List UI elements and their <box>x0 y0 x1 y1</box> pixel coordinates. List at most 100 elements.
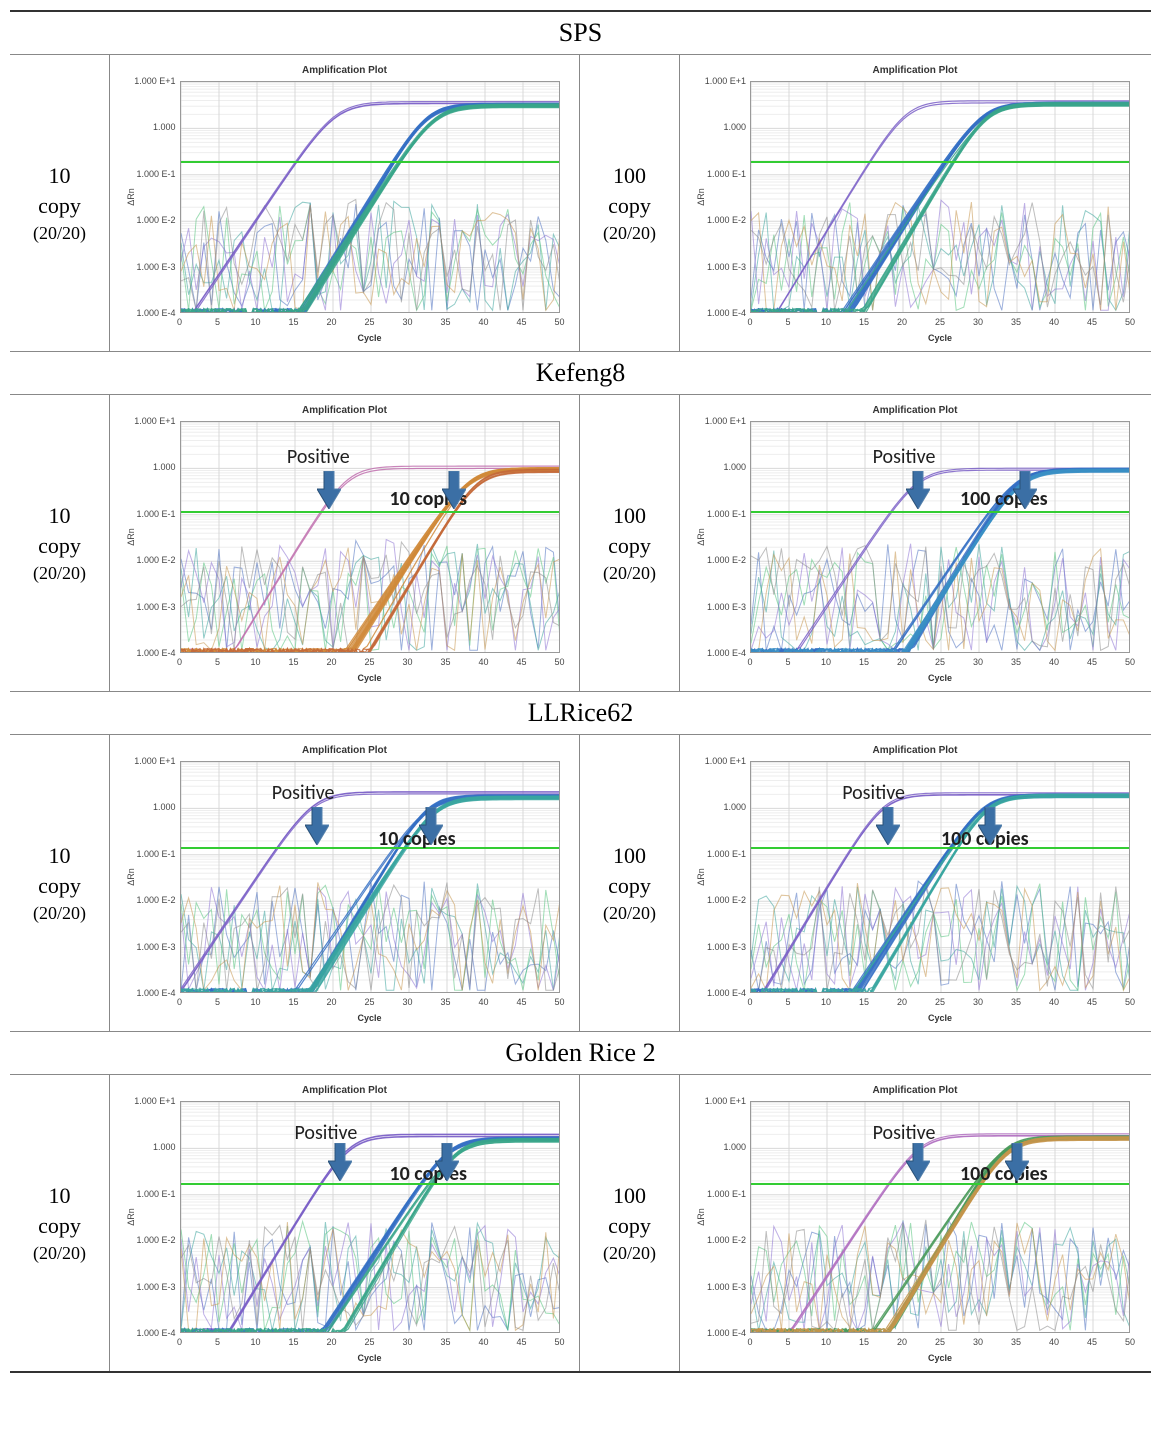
copy-count: 100 <box>613 161 646 191</box>
x-axis: 05101520253035404550Cycle <box>180 315 560 343</box>
x-tick: 20 <box>326 997 336 1007</box>
y-tick: 1.000 E-3 <box>136 262 175 272</box>
y-tick: 1.000 E-2 <box>136 215 175 225</box>
x-axis-label: Cycle <box>180 1013 560 1023</box>
down-arrow-icon <box>978 807 1002 845</box>
x-tick: 40 <box>1049 657 1059 667</box>
plot-title: Amplification Plot <box>120 405 570 416</box>
x-tick: 45 <box>1087 1337 1097 1347</box>
x-tick: 20 <box>897 997 907 1007</box>
x-tick: 35 <box>1011 657 1021 667</box>
panel-label: 100copy(20/20) <box>580 395 680 691</box>
y-tick: 1.000 E-3 <box>136 1282 175 1292</box>
x-tick: 10 <box>821 317 831 327</box>
amplification-plot: Amplification Plot1.000 E-41.000 E-31.00… <box>120 1083 570 1363</box>
amplification-plot: Amplification Plot1.000 E-41.000 E-31.00… <box>120 403 570 683</box>
down-arrow-icon <box>442 471 466 509</box>
plot-cell: Amplification Plot1.000 E-41.000 E-31.00… <box>680 395 1150 691</box>
x-tick: 45 <box>1087 657 1097 667</box>
x-tick: 5 <box>785 657 790 667</box>
down-arrow-icon <box>1005 1143 1029 1181</box>
section-title: Golden Rice 2 <box>10 1032 1151 1075</box>
x-axis-label: Cycle <box>750 673 1130 683</box>
y-axis-label: ΔRn <box>125 528 135 546</box>
x-tick: 45 <box>1087 997 1097 1007</box>
copy-count: 100 <box>613 1181 646 1211</box>
copy-word: copy <box>608 531 651 561</box>
x-tick: 30 <box>973 997 983 1007</box>
down-arrow-icon <box>317 471 341 509</box>
y-tick: 1.000 E-1 <box>707 509 746 519</box>
y-tick: 1.000 E-3 <box>707 942 746 952</box>
x-axis: 05101520253035404550Cycle <box>180 1335 560 1363</box>
y-axis: 1.000 E-41.000 E-31.000 E-21.000 E-11.00… <box>120 81 178 313</box>
x-tick: 40 <box>478 657 488 667</box>
x-tick: 5 <box>215 317 220 327</box>
y-tick: 1.000 E-4 <box>136 988 175 998</box>
y-axis-label: ΔRn <box>696 868 706 886</box>
plot-cell: Amplification Plot1.000 E-41.000 E-31.00… <box>110 735 580 1031</box>
y-tick: 1.000 E-3 <box>707 262 746 272</box>
figure-table: SPS10copy(20/20)Amplification Plot1.000 … <box>10 10 1151 1373</box>
replicate-ratio: (20/20) <box>33 901 86 925</box>
x-tick: 40 <box>478 997 488 1007</box>
y-tick: 1.000 <box>723 1142 746 1152</box>
annotation-positive: Positive <box>873 1121 936 1145</box>
y-tick: 1.000 <box>153 802 176 812</box>
y-tick: 1.000 E-4 <box>136 648 175 658</box>
plot-cell: Amplification Plot1.000 E-41.000 E-31.00… <box>110 1075 580 1371</box>
x-tick: 10 <box>250 317 260 327</box>
copy-word: copy <box>608 1211 651 1241</box>
x-tick: 35 <box>440 997 450 1007</box>
y-tick: 1.000 E-1 <box>707 169 746 179</box>
x-tick: 40 <box>478 1337 488 1347</box>
x-tick: 5 <box>215 657 220 667</box>
x-axis: 05101520253035404550Cycle <box>180 655 560 683</box>
plot-area <box>180 81 560 313</box>
x-tick: 30 <box>973 1337 983 1347</box>
x-tick: 30 <box>402 997 412 1007</box>
y-tick: 1.000 E-2 <box>707 215 746 225</box>
x-tick: 0 <box>747 1337 752 1347</box>
y-tick: 1.000 E-4 <box>707 1328 746 1338</box>
x-tick: 50 <box>554 657 564 667</box>
replicate-ratio: (20/20) <box>33 1241 86 1265</box>
threshold-line <box>181 511 559 513</box>
amplification-plot: Amplification Plot1.000 E-41.000 E-31.00… <box>690 1083 1140 1363</box>
x-axis: 05101520253035404550Cycle <box>750 995 1130 1023</box>
plot-title: Amplification Plot <box>120 65 570 76</box>
copy-word: copy <box>38 191 81 221</box>
x-tick: 10 <box>250 997 260 1007</box>
replicate-ratio: (20/20) <box>33 561 86 585</box>
x-tick: 40 <box>1049 317 1059 327</box>
x-axis-label: Cycle <box>180 673 560 683</box>
amplification-plot: Amplification Plot1.000 E-41.000 E-31.00… <box>690 63 1140 343</box>
copy-count: 100 <box>613 841 646 871</box>
y-tick: 1.000 E-2 <box>136 895 175 905</box>
amplification-plot: Amplification Plot1.000 E-41.000 E-31.00… <box>120 743 570 1023</box>
threshold-line <box>181 1183 559 1185</box>
threshold-line <box>181 161 559 163</box>
copy-word: copy <box>608 191 651 221</box>
x-axis: 05101520253035404550Cycle <box>750 1335 1130 1363</box>
section-row: 10 copy (20/20) Amplification Plot1.000 E-4… <box>10 1075 1151 1371</box>
plot-title: Amplification Plot <box>690 745 1140 756</box>
x-tick: 15 <box>859 657 869 667</box>
x-tick: 45 <box>516 657 526 667</box>
section-row: 10copy(20/20)Amplification Plot1.000 E-4… <box>10 735 1151 1032</box>
panel-label: 10copy(20/20) <box>10 395 110 691</box>
x-tick: 25 <box>364 317 374 327</box>
y-axis: 1.000 E-41.000 E-31.000 E-21.000 E-11.00… <box>690 1101 748 1333</box>
y-tick: 1.000 E-4 <box>136 308 175 318</box>
x-axis-label: Cycle <box>750 1013 1130 1023</box>
y-axis-label: ΔRn <box>696 188 706 206</box>
x-tick: 35 <box>440 317 450 327</box>
x-tick: 0 <box>747 997 752 1007</box>
section-title: LLRice62 <box>10 692 1151 735</box>
x-tick: 15 <box>859 317 869 327</box>
plot-cell: Amplification Plot1.000 E-41.000 E-31.00… <box>680 1075 1150 1371</box>
y-tick: 1.000 E-1 <box>136 849 175 859</box>
x-tick: 10 <box>250 1337 260 1347</box>
y-tick: 1.000 E+1 <box>705 756 746 766</box>
plot-cell: Amplification Plot1.000 E-41.000 E-31.00… <box>110 395 580 691</box>
